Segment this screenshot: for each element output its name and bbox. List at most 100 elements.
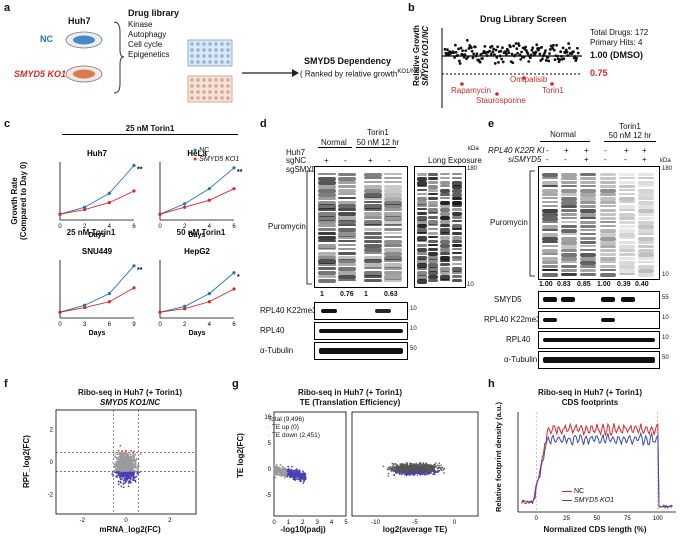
blot-band bbox=[318, 279, 336, 284]
gene-point bbox=[286, 475, 288, 477]
blot-band bbox=[338, 188, 356, 193]
blot-band bbox=[428, 279, 438, 283]
screen-point bbox=[456, 53, 460, 57]
blot-band bbox=[440, 180, 450, 186]
quant-value: 0.63 bbox=[384, 291, 398, 298]
h-xlabel: Normalized CDS length (%) bbox=[543, 525, 647, 534]
gene-point bbox=[300, 480, 303, 483]
blot-band bbox=[452, 239, 462, 243]
blot-band bbox=[364, 173, 382, 178]
kda-label: kDa bbox=[468, 146, 479, 152]
screen-point bbox=[558, 58, 562, 62]
screen-point bbox=[540, 45, 543, 49]
screen-point bbox=[453, 55, 456, 59]
gene-point bbox=[118, 470, 120, 473]
series-point-nc bbox=[183, 202, 187, 206]
gene-point bbox=[121, 455, 124, 458]
screen-point bbox=[548, 48, 552, 51]
blot-band bbox=[417, 180, 427, 186]
gene-point bbox=[124, 449, 127, 452]
screen-point bbox=[462, 55, 466, 59]
blot-band bbox=[428, 220, 438, 226]
blot-band bbox=[638, 201, 654, 206]
h-legend-nc: NC bbox=[562, 488, 584, 495]
blot-band bbox=[440, 200, 450, 205]
legend-ko: ● SMYD5 KO1 bbox=[193, 156, 240, 163]
gene-point bbox=[127, 477, 130, 480]
blot-band bbox=[417, 271, 427, 276]
screen-point bbox=[467, 47, 471, 50]
gene-point bbox=[395, 467, 398, 469]
blot-band bbox=[561, 229, 577, 234]
blot-band bbox=[452, 200, 462, 205]
blot-band bbox=[440, 235, 450, 241]
gene-point bbox=[396, 470, 399, 473]
screen-point bbox=[498, 54, 502, 58]
blot-band bbox=[580, 265, 596, 269]
blot-band bbox=[580, 193, 596, 197]
gene-point bbox=[114, 468, 117, 470]
blot-band bbox=[600, 229, 616, 234]
gene-point bbox=[434, 462, 437, 464]
gene-point bbox=[407, 467, 409, 470]
blot-band bbox=[619, 205, 635, 209]
blot-band bbox=[428, 231, 438, 235]
blot-band bbox=[440, 212, 450, 216]
panel-label-d: d bbox=[260, 118, 267, 130]
gene-point bbox=[382, 465, 385, 468]
blot-band bbox=[542, 189, 558, 194]
blot-band bbox=[619, 245, 635, 249]
blot-band bbox=[580, 237, 596, 240]
screen-point bbox=[562, 57, 566, 61]
k22me3-blot bbox=[314, 302, 408, 320]
gene-point bbox=[300, 473, 302, 476]
gene-point bbox=[273, 467, 276, 469]
screen-point bbox=[513, 53, 517, 57]
gene-point bbox=[119, 455, 122, 458]
blot-band bbox=[600, 209, 616, 213]
gene-point bbox=[430, 465, 433, 468]
gene-point bbox=[127, 485, 130, 488]
blot-band bbox=[452, 180, 462, 186]
gene-point bbox=[392, 470, 395, 472]
sign: + bbox=[368, 156, 373, 165]
gene-point bbox=[273, 473, 276, 475]
gene-point bbox=[432, 468, 434, 471]
gene-point bbox=[391, 462, 394, 465]
series-point-ko bbox=[183, 307, 187, 311]
blot-band bbox=[428, 251, 438, 256]
g-subtitle: TE (Translation Efficiency) bbox=[299, 398, 401, 407]
blot-band bbox=[440, 196, 450, 199]
series-line-ko bbox=[59, 190, 135, 215]
blot-band bbox=[384, 231, 402, 235]
blot-band bbox=[580, 245, 596, 248]
puromycin-bracket bbox=[306, 170, 312, 285]
gene-point bbox=[417, 465, 419, 468]
blot-band bbox=[440, 255, 450, 260]
gene-point bbox=[303, 476, 305, 479]
screen-point bbox=[540, 57, 544, 61]
gene-point bbox=[396, 463, 398, 466]
blot-band bbox=[638, 193, 654, 197]
gene-point bbox=[394, 463, 397, 465]
screen-point bbox=[506, 48, 510, 52]
gene-point bbox=[436, 471, 439, 473]
gene-point bbox=[279, 468, 282, 471]
blot-band bbox=[428, 224, 438, 227]
blot-band bbox=[364, 224, 382, 227]
gene-point bbox=[129, 482, 132, 484]
growth-plot-title: Huh7 bbox=[87, 149, 108, 158]
y-tick-label: 5 bbox=[268, 441, 272, 447]
blot-band bbox=[638, 245, 654, 249]
screen-point bbox=[510, 52, 514, 56]
grouping-brace bbox=[113, 21, 125, 94]
blot-band bbox=[364, 212, 382, 216]
gene-point bbox=[421, 473, 423, 476]
series-line-ko bbox=[59, 287, 135, 313]
screen-point bbox=[514, 42, 518, 45]
gene-point bbox=[114, 452, 117, 455]
torin-label-e: Torin1 bbox=[619, 122, 641, 131]
screen-point bbox=[573, 55, 577, 58]
blot-band bbox=[619, 273, 635, 276]
blot-band bbox=[417, 208, 427, 211]
